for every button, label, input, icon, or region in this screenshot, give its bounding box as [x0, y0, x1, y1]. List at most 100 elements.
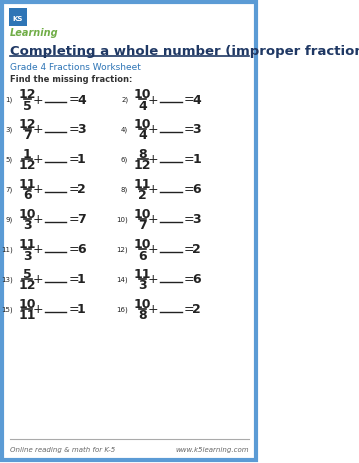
Text: 10: 10 [19, 298, 36, 311]
Text: 6: 6 [138, 249, 147, 262]
Text: 8: 8 [138, 309, 147, 322]
Text: 3: 3 [138, 279, 147, 292]
Text: KS: KS [13, 16, 23, 22]
Text: 2: 2 [77, 183, 86, 196]
Text: 10: 10 [19, 208, 36, 221]
Text: 4): 4) [121, 126, 128, 133]
Text: +: + [32, 123, 43, 136]
Text: Find the missing fraction:: Find the missing fraction: [10, 75, 132, 84]
Text: =: = [68, 183, 79, 196]
Text: 2: 2 [138, 189, 147, 202]
Text: 10): 10) [116, 216, 128, 223]
Text: 10: 10 [134, 238, 151, 251]
Text: +: + [148, 213, 158, 226]
Text: Grade 4 Fractions Worksheet: Grade 4 Fractions Worksheet [10, 63, 141, 71]
Text: 11): 11) [1, 246, 13, 253]
Text: 6: 6 [192, 273, 201, 286]
Text: 4: 4 [138, 99, 147, 112]
Text: 7: 7 [77, 213, 86, 226]
Text: 2: 2 [192, 303, 201, 316]
Text: 6): 6) [121, 156, 128, 163]
Text: +: + [32, 94, 43, 106]
Text: 11: 11 [134, 268, 151, 281]
Text: =: = [183, 94, 194, 106]
Text: 1): 1) [6, 97, 13, 103]
Text: =: = [183, 303, 194, 316]
Text: 2): 2) [121, 97, 128, 103]
Text: Online reading & math for K-5: Online reading & math for K-5 [10, 446, 115, 452]
Text: 3): 3) [6, 126, 13, 133]
Text: 12: 12 [134, 159, 151, 172]
Text: 3: 3 [23, 219, 32, 232]
Text: +: + [148, 153, 158, 166]
Text: 7: 7 [23, 129, 32, 142]
Text: 10: 10 [134, 298, 151, 311]
Text: 7): 7) [6, 186, 13, 193]
Text: 12: 12 [19, 88, 36, 101]
Text: 14): 14) [117, 276, 128, 282]
Text: 12: 12 [19, 159, 36, 172]
Text: +: + [32, 243, 43, 256]
Text: =: = [183, 123, 194, 136]
Text: +: + [32, 183, 43, 196]
Text: =: = [183, 153, 194, 166]
Text: 6: 6 [77, 243, 86, 256]
Text: www.k5learning.com: www.k5learning.com [175, 446, 248, 452]
Text: 6: 6 [23, 189, 32, 202]
Text: +: + [32, 213, 43, 226]
Text: 11: 11 [19, 178, 36, 191]
Text: 3: 3 [192, 213, 201, 226]
Text: +: + [148, 183, 158, 196]
Text: +: + [32, 303, 43, 316]
Text: =: = [183, 273, 194, 286]
Text: 12): 12) [117, 246, 128, 253]
Text: 4: 4 [77, 94, 86, 106]
Text: +: + [32, 153, 43, 166]
Text: 5: 5 [23, 268, 32, 281]
Text: 4: 4 [192, 94, 201, 106]
Text: +: + [148, 273, 158, 286]
Text: +: + [148, 243, 158, 256]
Text: =: = [183, 183, 194, 196]
Text: =: = [183, 213, 194, 226]
FancyBboxPatch shape [9, 9, 27, 27]
Text: 11: 11 [19, 238, 36, 251]
Text: 10: 10 [134, 118, 151, 131]
Text: 7: 7 [138, 219, 147, 232]
Text: 11: 11 [19, 309, 36, 322]
Text: 16): 16) [116, 306, 128, 313]
Text: 3: 3 [77, 123, 86, 136]
Text: 3: 3 [192, 123, 201, 136]
Text: 13): 13) [1, 276, 13, 282]
Text: +: + [32, 273, 43, 286]
Text: 10: 10 [134, 88, 151, 101]
Text: 5: 5 [23, 99, 32, 112]
Text: 8): 8) [121, 186, 128, 193]
Text: 4: 4 [138, 129, 147, 142]
FancyBboxPatch shape [2, 3, 256, 460]
Text: 1: 1 [192, 153, 201, 166]
Text: =: = [68, 94, 79, 106]
Text: =: = [68, 213, 79, 226]
Text: 2: 2 [192, 243, 201, 256]
Text: 3: 3 [23, 249, 32, 262]
Text: 10: 10 [134, 208, 151, 221]
Text: 8: 8 [138, 148, 147, 161]
Text: =: = [68, 243, 79, 256]
Text: 5): 5) [6, 156, 13, 163]
Text: 12: 12 [19, 279, 36, 292]
Text: =: = [183, 243, 194, 256]
Text: 12: 12 [19, 118, 36, 131]
Text: 15): 15) [1, 306, 13, 313]
Text: 11: 11 [134, 178, 151, 191]
Text: =: = [68, 303, 79, 316]
Text: 1: 1 [77, 153, 86, 166]
Text: Completing a whole number (improper fractions): Completing a whole number (improper frac… [10, 45, 359, 58]
Text: +: + [148, 123, 158, 136]
Text: 6: 6 [192, 183, 201, 196]
Text: =: = [68, 273, 79, 286]
Text: 1: 1 [77, 303, 86, 316]
Text: 9): 9) [6, 216, 13, 223]
Text: 1: 1 [77, 273, 86, 286]
Text: +: + [148, 94, 158, 106]
